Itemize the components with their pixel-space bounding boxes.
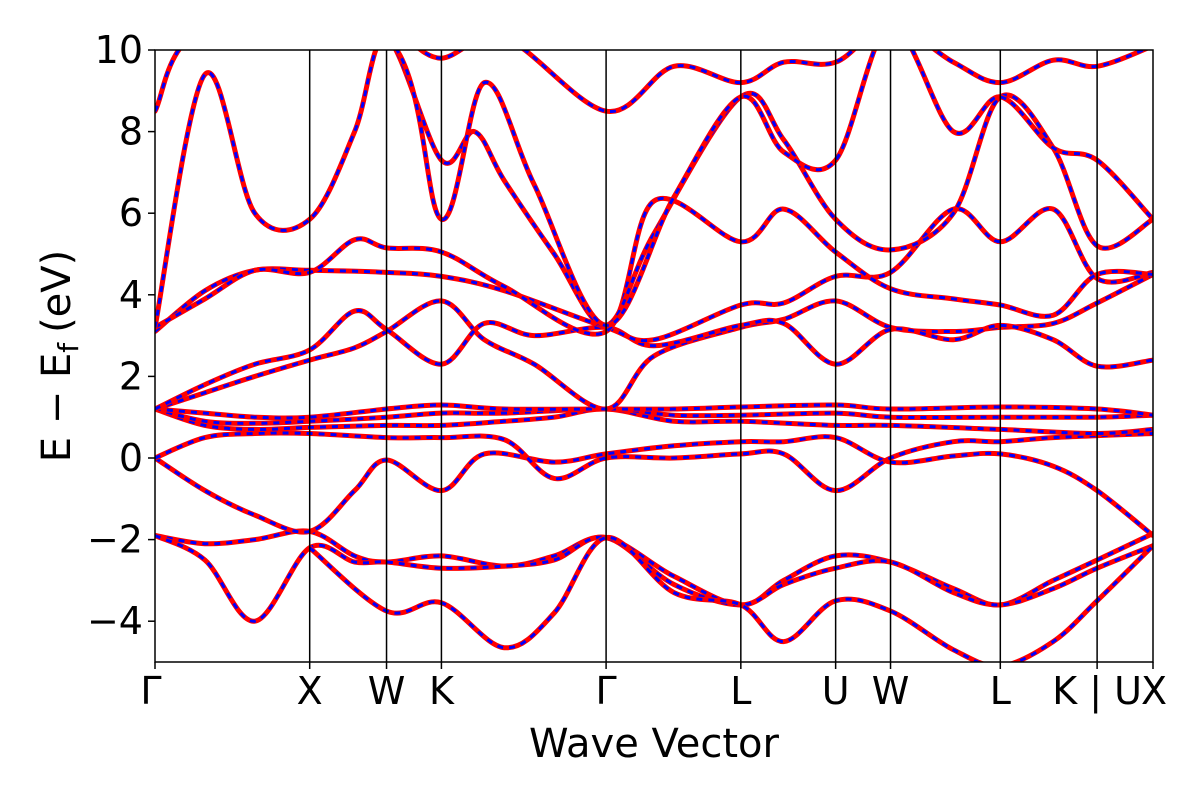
y-tick-label: −4 [87, 599, 143, 643]
x-tick-label-2: X [297, 669, 323, 713]
x-tick-label-4: K [429, 669, 455, 713]
x-tick-label-9: L [990, 669, 1011, 713]
x-tick-label-3: W [368, 669, 406, 713]
x-axis-label: Wave Vector [529, 721, 780, 767]
kpoint-lines [308, 50, 1098, 662]
band-15-secondary [418, 50, 1147, 113]
band-10-secondary [155, 309, 1153, 411]
y-axis: −4 −2 0 2 4 6 8 10 [87, 28, 155, 643]
x-tick-label-5: Γ [596, 669, 617, 713]
y-axis-label-main: E − E [34, 353, 80, 463]
y-axis-label: E − Ef (eV) [34, 250, 85, 463]
y-tick-label: 10 [95, 28, 143, 72]
plot-frame [154, 49, 1154, 663]
y-axis-label-unit: (eV) [34, 250, 80, 333]
y-tick-label: 2 [119, 354, 143, 398]
y-tick-label: 0 [119, 436, 143, 480]
x-tick-label-8: W [872, 669, 910, 713]
band-4-primary [155, 434, 1153, 538]
bands-layer [155, 50, 1153, 662]
x-tick-label-1: Γ [140, 669, 161, 713]
y-tick-label: 4 [119, 273, 143, 317]
band-14-secondary [155, 50, 1153, 327]
band-12-secondary [155, 197, 1153, 336]
y-axis-label-subscript: f [52, 342, 85, 353]
y-tick-label: 8 [119, 110, 143, 154]
y-tick-label: 6 [119, 191, 143, 235]
y-tick-label: −2 [87, 518, 143, 562]
x-tick-label-11: X [1141, 669, 1167, 713]
band-8-secondary [155, 403, 1153, 420]
x-tick-label-6: L [730, 669, 751, 713]
x-tick-label-7: U [822, 669, 850, 713]
x-tick-label-10: K | U [1052, 669, 1142, 714]
